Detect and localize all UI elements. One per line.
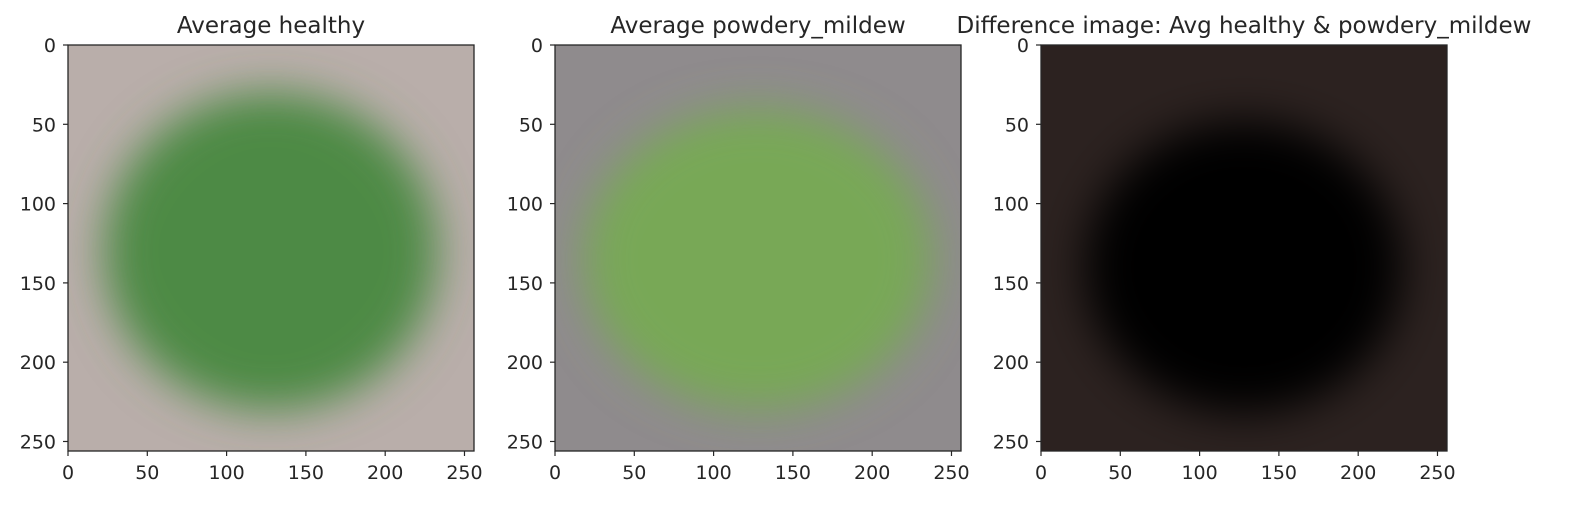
x-tick-label: 150 bbox=[1261, 462, 1297, 484]
x-tick-label: 200 bbox=[367, 462, 403, 484]
axes-frame bbox=[554, 44, 962, 452]
y-tick-label: 50 bbox=[32, 114, 56, 136]
y-tick-label: 0 bbox=[1017, 35, 1029, 57]
leaf-blob bbox=[1085, 121, 1403, 413]
panel-2: Average powdery_mildew 0 50 100 150 200 250 0 50… bbox=[507, 13, 970, 484]
image-area bbox=[1041, 45, 1447, 451]
axes-frame bbox=[67, 44, 475, 452]
y-tick-label: 250 bbox=[507, 431, 543, 453]
y-tick-label: 50 bbox=[519, 114, 543, 136]
x-tick-label: 250 bbox=[1419, 462, 1455, 484]
y-tick-label: 100 bbox=[507, 194, 543, 216]
x-tick-label: 100 bbox=[208, 462, 244, 484]
x-tick-label: 0 bbox=[549, 462, 561, 484]
leaf-blob bbox=[104, 92, 438, 410]
y-tick-label: 200 bbox=[993, 352, 1029, 374]
x-tick-label: 150 bbox=[775, 462, 811, 484]
x-tick-label: 250 bbox=[933, 462, 969, 484]
x-tick-label: 200 bbox=[1340, 462, 1376, 484]
axes-frame bbox=[1040, 44, 1448, 452]
y-tick-label: 100 bbox=[20, 194, 56, 216]
x-tick-label: 150 bbox=[288, 462, 324, 484]
chart-title: Difference image: Avg healthy & powdery_… bbox=[956, 13, 1531, 39]
chart-title: Average healthy bbox=[177, 13, 365, 39]
y-tick-label: 150 bbox=[993, 273, 1029, 295]
y-tick-label: 50 bbox=[1005, 114, 1029, 136]
y-tick-label: 150 bbox=[507, 273, 543, 295]
x-tick-label: 200 bbox=[854, 462, 890, 484]
y-tick-label: 0 bbox=[531, 35, 543, 57]
y-tick-label: 200 bbox=[20, 352, 56, 374]
y-tick-label: 250 bbox=[20, 431, 56, 453]
x-tick-label: 50 bbox=[135, 462, 159, 484]
leaf-blob bbox=[583, 108, 933, 410]
x-tick-label: 0 bbox=[62, 462, 74, 484]
chart-title: Average powdery_mildew bbox=[610, 13, 905, 39]
image-area bbox=[555, 45, 961, 451]
x-tick-label: 250 bbox=[446, 462, 482, 484]
panel-3: Difference image: Avg healthy & powdery_… bbox=[956, 13, 1531, 484]
x-tick-label: 100 bbox=[1181, 462, 1217, 484]
x-tick-label: 50 bbox=[1108, 462, 1132, 484]
y-tick-label: 200 bbox=[507, 352, 543, 374]
y-tick-label: 250 bbox=[993, 431, 1029, 453]
y-tick-label: 0 bbox=[44, 35, 56, 57]
panel-1: Average healthy 0 50 100 150 200 250 0 50 100 150 2… bbox=[20, 13, 483, 484]
x-tick-label: 0 bbox=[1035, 462, 1047, 484]
x-tick-label: 100 bbox=[695, 462, 731, 484]
y-tick-label: 150 bbox=[20, 273, 56, 295]
x-tick-label: 50 bbox=[622, 462, 646, 484]
y-tick-label: 100 bbox=[993, 194, 1029, 216]
image-area bbox=[68, 45, 474, 451]
